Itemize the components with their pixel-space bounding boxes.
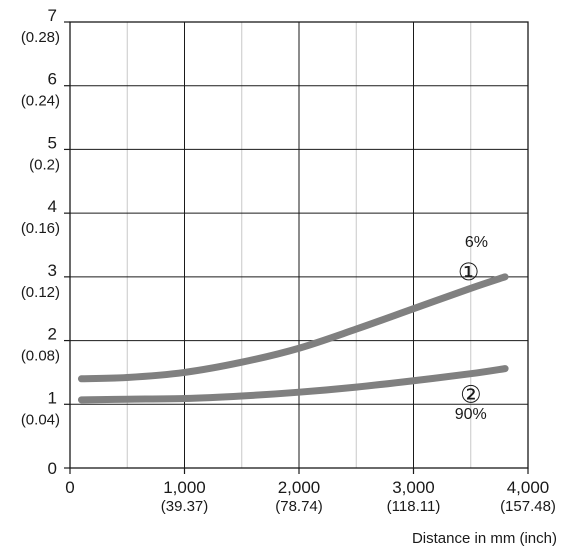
- x-tick-sublabel: (39.37): [161, 498, 209, 515]
- y-tick-label: 0: [48, 459, 57, 478]
- y-tick-label: 3: [48, 261, 57, 280]
- y-tick-sublabel: (0.04): [21, 411, 60, 428]
- series-2-marker: ②: [460, 381, 482, 408]
- x-tick-label: 1,000: [163, 478, 206, 497]
- x-tick-label: 3,000: [392, 478, 435, 497]
- y-tick-label: 5: [48, 133, 57, 152]
- grid: [70, 22, 528, 468]
- series-line-2: [77, 365, 509, 404]
- y-tick-label: 1: [48, 388, 57, 407]
- x-tick-label: 0: [65, 478, 74, 497]
- x-tick-label: 2,000: [278, 478, 321, 497]
- y-tick-label: 4: [48, 197, 57, 216]
- y-tick-sublabel: (0.24): [21, 93, 60, 110]
- series-group: [77, 273, 509, 404]
- y-tick-label: 7: [48, 6, 57, 25]
- series-1-marker: ①: [458, 259, 480, 286]
- series-line-1: [77, 273, 509, 383]
- y-tick-sublabel: (0.2): [29, 156, 60, 173]
- y-tick-label: 2: [48, 325, 57, 344]
- y-tick-sublabel: (0.12): [21, 284, 60, 301]
- series-1-annotation: 6%: [465, 234, 488, 251]
- y-tick-label: 6: [48, 70, 57, 89]
- x-tick-sublabel: (118.11): [387, 498, 441, 515]
- x-tick-sublabel: (157.48): [500, 498, 556, 515]
- y-tick-sublabel: (0.16): [21, 220, 60, 237]
- y-tick-sublabel: (0.28): [21, 29, 60, 46]
- x-tick-sublabel: (78.74): [275, 498, 323, 515]
- x-axis-title: Distance in mm (inch): [412, 530, 557, 547]
- plot-frame: [64, 21, 529, 474]
- x-tick-label: 4,000: [507, 478, 550, 497]
- y-tick-sublabel: (0.08): [21, 348, 60, 365]
- series-2-annotation: 90%: [455, 406, 487, 423]
- tick-labels: 0 1,000(39.37) 2,000(78.74) 3,000(118.11) 4,…: [21, 6, 556, 515]
